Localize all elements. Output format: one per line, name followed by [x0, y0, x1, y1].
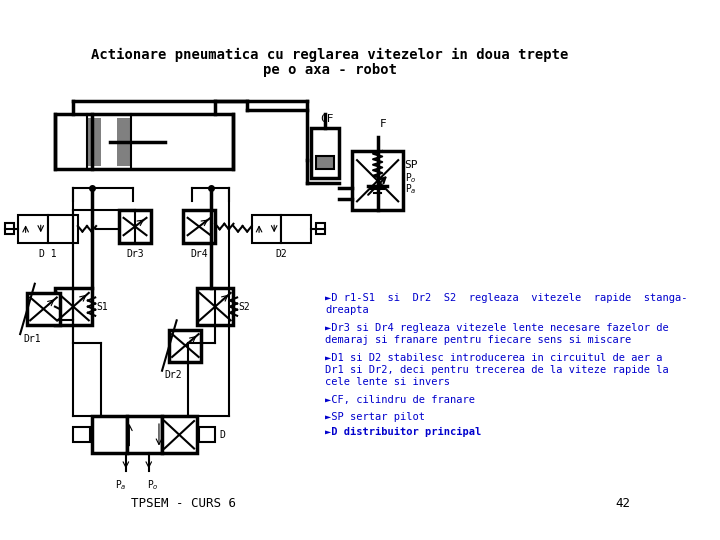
Text: P$_o$: P$_o$ — [405, 172, 416, 185]
Bar — [183, 211, 215, 242]
Bar — [91, 122, 110, 162]
Text: 42: 42 — [615, 497, 630, 510]
Bar — [55, 288, 91, 325]
Bar — [48, 215, 78, 242]
Text: P$_a$: P$_a$ — [405, 183, 416, 197]
Bar — [27, 293, 60, 325]
Text: P$_o$: P$_o$ — [148, 478, 159, 492]
Text: S2: S2 — [238, 302, 250, 312]
Text: cele lente si invers: cele lente si invers — [325, 377, 450, 387]
Bar — [91, 416, 127, 453]
Text: P$_a$: P$_a$ — [115, 478, 127, 492]
Bar — [119, 211, 151, 242]
Bar — [101, 118, 119, 166]
Bar — [316, 224, 325, 234]
Bar — [199, 428, 215, 442]
Text: F: F — [380, 119, 387, 129]
Bar — [282, 215, 311, 242]
Bar — [311, 128, 338, 178]
Bar — [4, 224, 14, 234]
Text: ►Dr3 si Dr4 regleaza vitezele lente necesare fazelor de: ►Dr3 si Dr4 regleaza vitezele lente nece… — [325, 323, 669, 333]
Text: Dr1: Dr1 — [23, 334, 40, 343]
Text: Dr4: Dr4 — [190, 248, 208, 259]
Text: D 1: D 1 — [40, 248, 57, 259]
Text: SP: SP — [405, 160, 418, 170]
Bar — [18, 215, 48, 242]
Text: D2: D2 — [276, 248, 287, 259]
Text: ►D1 si D2 stabilesc introducerea in circuitul de aer a: ►D1 si D2 stabilesc introducerea in circ… — [325, 353, 662, 363]
Text: D: D — [220, 430, 225, 440]
Text: pe o axa - robot: pe o axa - robot — [263, 63, 397, 77]
Bar — [87, 118, 101, 166]
Bar — [316, 156, 334, 170]
Text: S1: S1 — [96, 302, 108, 312]
Text: TPSEM - CURS 6: TPSEM - CURS 6 — [130, 497, 235, 510]
Text: ►D distribuitor principal: ►D distribuitor principal — [325, 428, 481, 437]
Bar — [197, 288, 233, 325]
Text: demaraj si franare pentru fiecare sens si miscare: demaraj si franare pentru fiecare sens s… — [325, 335, 631, 345]
Text: Actionare pneumatica cu reglarea vitezelor in doua trepte: Actionare pneumatica cu reglarea vitezel… — [91, 48, 568, 62]
Text: dreapta: dreapta — [325, 305, 369, 315]
Bar — [73, 428, 90, 442]
Text: CF: CF — [320, 114, 334, 124]
Bar — [127, 416, 162, 453]
Text: Dr3: Dr3 — [126, 248, 144, 259]
Text: ►D r1-S1  si  Dr2  S2  regleaza  vitezele  rapide  stanga-: ►D r1-S1 si Dr2 S2 regleaza vitezele rap… — [325, 293, 688, 303]
Text: ►CF, cilindru de franare: ►CF, cilindru de franare — [325, 395, 475, 406]
Bar — [117, 118, 131, 166]
Bar — [162, 416, 197, 453]
Bar — [352, 151, 402, 211]
Text: Dr1 si Dr2, deci pentru trecerea de la viteze rapide la: Dr1 si Dr2, deci pentru trecerea de la v… — [325, 365, 669, 375]
Text: ►SP sertar pilot: ►SP sertar pilot — [325, 412, 425, 422]
Text: Dr2: Dr2 — [165, 370, 182, 380]
Bar — [55, 114, 233, 170]
Bar — [252, 215, 282, 242]
Bar — [169, 329, 202, 362]
